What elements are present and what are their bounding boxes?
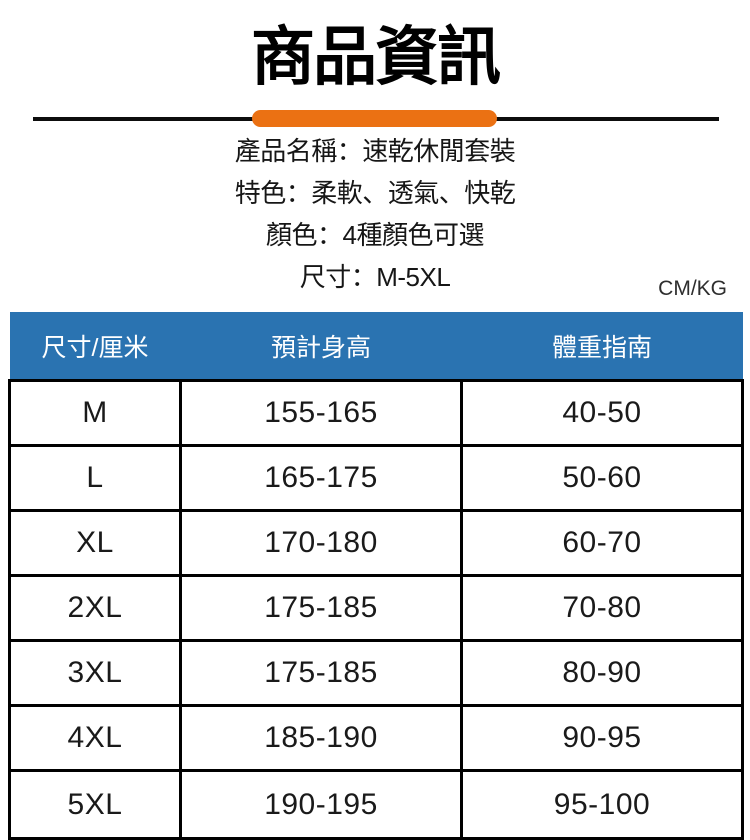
table-header-row: 尺寸/厘米 預計身高 體重指南 xyxy=(9,312,743,381)
table-row: 3XL 175-185 80-90 xyxy=(8,639,744,707)
table-row: XL 170-180 60-70 xyxy=(8,509,744,577)
detail-line-colors: 顏色：4種顏色可選 xyxy=(266,220,484,250)
size-table-cell: 175-185 xyxy=(179,574,463,642)
size-table-cell: 90-95 xyxy=(460,704,744,772)
table-row: 5XL 190-195 95-100 xyxy=(8,769,744,840)
detail-line-sizes: 尺寸：M-5XL xyxy=(299,262,451,292)
size-table-cell: 3XL xyxy=(8,639,182,707)
size-table-cell: 185-190 xyxy=(179,704,463,772)
detail-line-product-name: 產品名稱：速乾休閒套裝 xyxy=(234,136,516,166)
size-table-header-cell: 尺寸/厘米 xyxy=(9,312,181,381)
size-table-header-cell: 預計身高 xyxy=(180,312,462,381)
size-table-cell: 170-180 xyxy=(179,509,463,577)
size-table-cell: 95-100 xyxy=(460,769,744,840)
size-table-cell: 80-90 xyxy=(460,639,744,707)
size-table-cell: XL xyxy=(8,509,182,577)
size-table-cell: 60-70 xyxy=(460,509,744,577)
size-table-cell: 40-50 xyxy=(460,379,744,447)
size-table-cell: 50-60 xyxy=(460,444,744,512)
size-table-cell: 4XL xyxy=(8,704,182,772)
size-table-cell: M xyxy=(8,379,182,447)
size-table-cell: 2XL xyxy=(8,574,182,642)
size-table-cell: L xyxy=(8,444,182,512)
detail-line-features: 特色：柔軟、透氣、快乾 xyxy=(234,178,516,208)
size-table-cell: 155-165 xyxy=(179,379,463,447)
table-row: L 165-175 50-60 xyxy=(8,444,744,512)
table-row: 2XL 175-185 70-80 xyxy=(8,574,744,642)
unit-label: CM/KG xyxy=(658,277,727,300)
table-row: M 155-165 40-50 xyxy=(8,379,744,447)
size-table-cell: 190-195 xyxy=(179,769,463,840)
size-table-cell: 175-185 xyxy=(179,639,463,707)
size-table-cell: 165-175 xyxy=(179,444,463,512)
size-table-cell: 5XL xyxy=(8,769,182,840)
accent-pill xyxy=(252,110,497,127)
size-table-header-cell: 體重指南 xyxy=(461,312,743,381)
size-table-cell: 70-80 xyxy=(460,574,744,642)
product-details: 產品名稱：速乾休閒套裝 特色：柔軟、透氣、快乾 顏色：4種顏色可選 尺寸：M-5… xyxy=(0,130,750,298)
size-chart-table: 尺寸/厘米 預計身高 體重指南 M 155-165 40-50 L 165-17… xyxy=(8,312,744,840)
page-title: 商品資訊 xyxy=(251,21,501,93)
table-row: 4XL 185-190 90-95 xyxy=(8,704,744,772)
